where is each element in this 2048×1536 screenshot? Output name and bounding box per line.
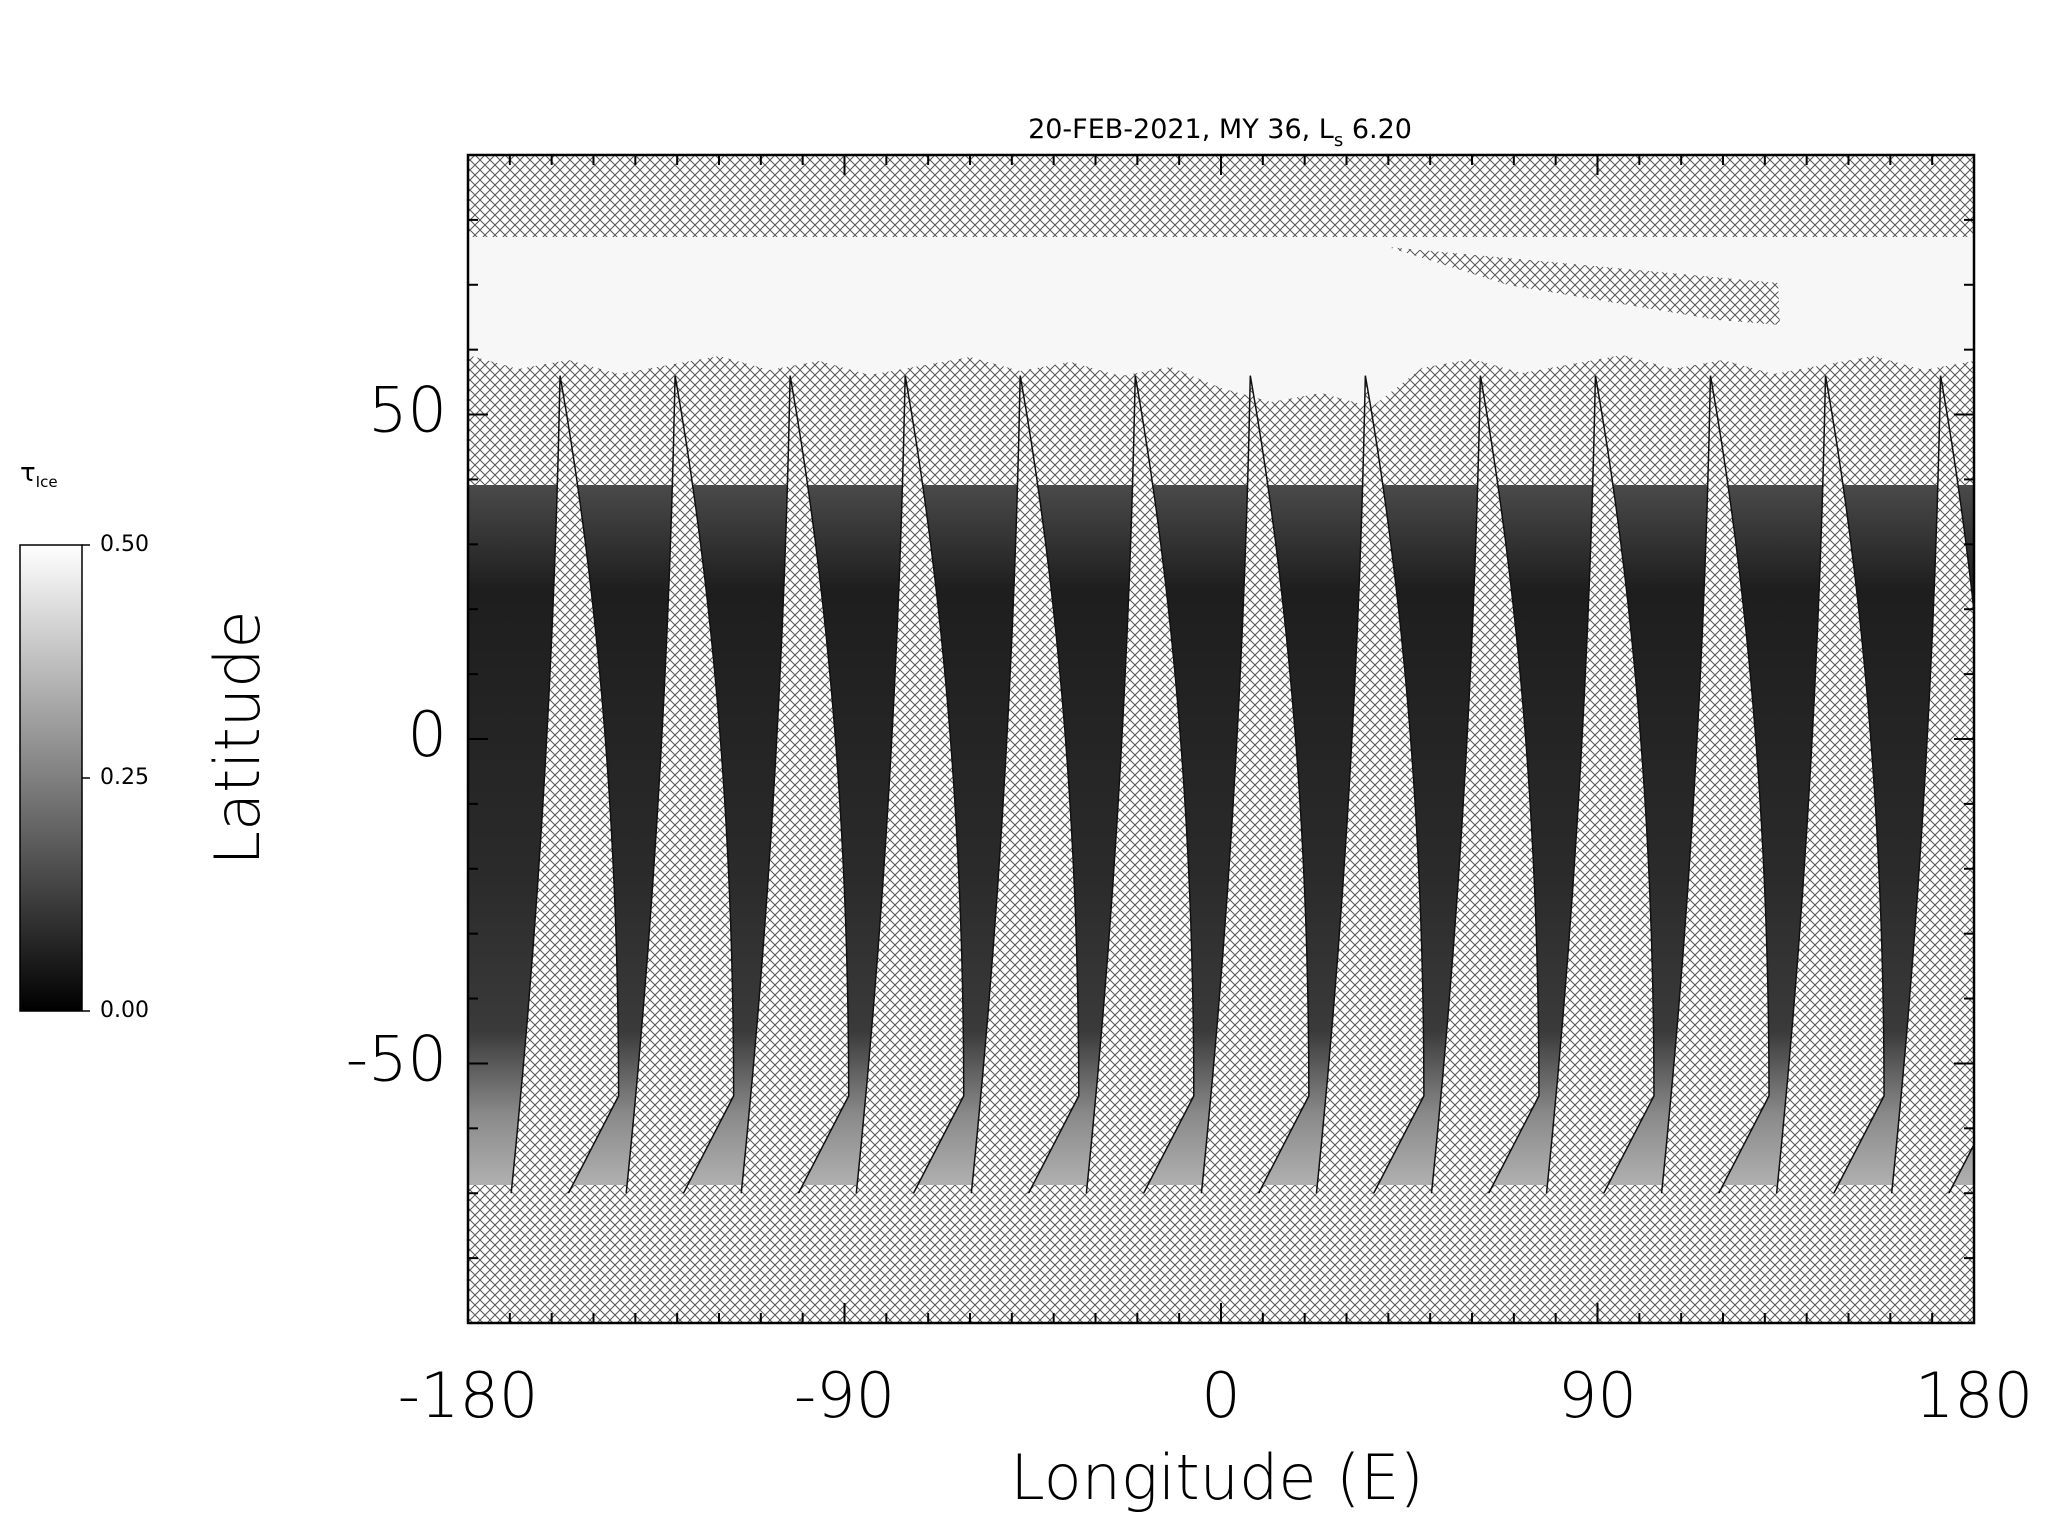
y-tick-label: 0 <box>408 698 447 771</box>
y-tick-label: -50 <box>346 1022 447 1095</box>
colorbar-tick-label: 0.25 <box>100 765 149 790</box>
south-hatch <box>468 1193 1974 1323</box>
colorbar-subscript: Ice <box>36 473 58 491</box>
chart-title: 20-FEB-2021, MY 36, Ls 6.20 <box>1028 114 1412 151</box>
colorbar-label: τIce <box>20 458 58 491</box>
colorbar-symbol: τ <box>20 458 36 488</box>
colorbar-tick-label: 0.50 <box>100 532 149 557</box>
colorbar <box>19 544 83 1012</box>
y-axis-label: Latitude <box>201 610 274 865</box>
cap-gap <box>1388 247 1780 325</box>
title-subscript: s <box>1334 130 1343 151</box>
x-tick-label: 0 <box>1201 1359 1240 1432</box>
x-tick-label: -90 <box>794 1359 895 1432</box>
swath-gap <box>2005 376 2048 1207</box>
title-text: 20-FEB-2021, MY 36, L <box>1028 114 1334 145</box>
title-tail: 6.20 <box>1343 114 1412 145</box>
x-tick-label: 180 <box>1915 1359 2033 1432</box>
x-tick-label: 90 <box>1558 1359 1637 1432</box>
map-image <box>468 155 2048 1323</box>
y-tick-label: 50 <box>368 374 447 447</box>
x-tick-label: -180 <box>398 1359 539 1432</box>
colorbar-tick-label: 0.00 <box>100 998 149 1023</box>
x-axis-label: Longitude (E) <box>1010 1441 1423 1514</box>
